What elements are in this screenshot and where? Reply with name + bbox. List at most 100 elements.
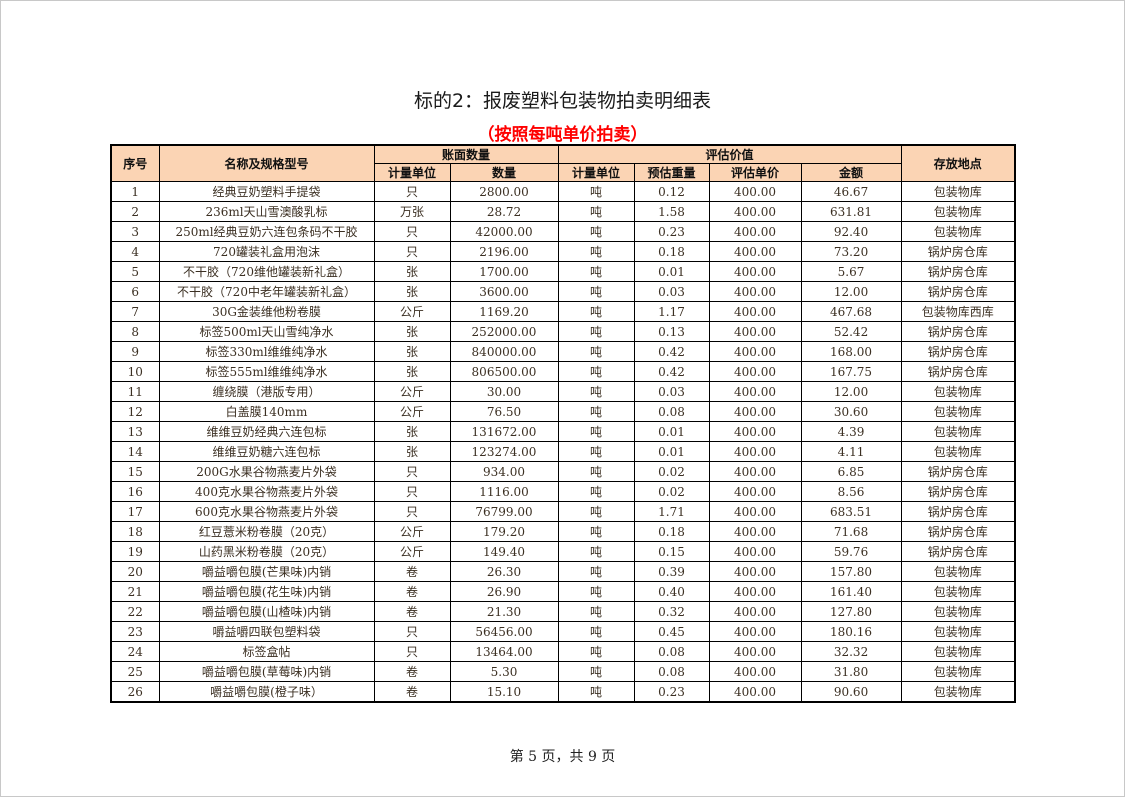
cell-eval-price: 400.00 (708, 601, 802, 622)
cell-eval-unit: 吨 (557, 181, 635, 202)
cell-book-unit: 张 (373, 321, 451, 342)
cell-eval-price: 400.00 (708, 281, 802, 302)
cell-eval-price: 400.00 (708, 301, 802, 322)
cell-eval-amount: 161.40 (800, 581, 902, 602)
cell-eval-price: 400.00 (708, 221, 802, 242)
cell-book-qty: 56456.00 (449, 621, 559, 642)
cell-book-unit: 张 (373, 361, 451, 382)
cell-eval-price: 400.00 (708, 421, 802, 442)
cell-eval-price: 400.00 (708, 241, 802, 262)
header-seq: 序号 (110, 144, 160, 182)
table-row: 14 维维豆奶糖六连包标张 123274.00 吨 0.01 400.00 4.11 包装物库 (110, 441, 1016, 462)
cell-book-qty: 2196.00 (449, 241, 559, 262)
cell-seq: 2 (110, 201, 160, 222)
header-name: 名称及规格型号 (158, 144, 375, 182)
cell-eval-price: 400.00 (708, 561, 802, 582)
table-row: 21 嚼益嚼包膜(花生味)内销卷 26.90 吨 0.40 400.00 161.40 包装物… (110, 581, 1016, 602)
cell-seq: 20 (110, 561, 160, 582)
cell-name: 200G水果谷物燕麦片外袋 (158, 461, 375, 482)
header-book-unit: 计量单位 (373, 163, 451, 182)
cell-eval-weight: 0.39 (633, 561, 710, 582)
header-book-qty: 数量 (449, 163, 559, 182)
cell-eval-unit: 吨 (557, 421, 635, 442)
cell-book-unit: 卷 (373, 661, 451, 682)
cell-eval-weight: 0.18 (633, 521, 710, 542)
cell-name: 红豆薏米粉卷膜（20克） (158, 521, 375, 542)
cell-eval-amount: 683.51 (800, 501, 902, 522)
cell-location: 锅炉房仓库 (900, 461, 1016, 482)
table-row: 25 嚼益嚼包膜(草莓味)内销卷 5.30 吨 0.08 400.00 31.80 包装物库 (110, 661, 1016, 682)
cell-book-qty: 21.30 (449, 601, 559, 622)
table-row: 3 250ml经典豆奶六连包条码不干胶只 42000.00 吨 0.23 400.00 92… (110, 221, 1016, 242)
cell-eval-weight: 0.18 (633, 241, 710, 262)
cell-eval-unit: 吨 (557, 301, 635, 322)
cell-eval-amount: 6.85 (800, 461, 902, 482)
cell-location: 包装物库 (900, 641, 1016, 662)
cell-eval-unit: 吨 (557, 521, 635, 542)
header-eval-unit: 计量单位 (557, 163, 635, 182)
cell-eval-unit: 吨 (557, 461, 635, 482)
cell-eval-unit: 吨 (557, 481, 635, 502)
cell-eval-amount: 30.60 (800, 401, 902, 422)
cell-eval-amount: 631.81 (800, 201, 902, 222)
cell-book-unit: 卷 (373, 681, 451, 703)
cell-name: 标签555ml维维纯净水 (158, 361, 375, 382)
cell-seq: 1 (110, 181, 160, 202)
cell-book-qty: 806500.00 (449, 361, 559, 382)
cell-name: 标签330ml维维纯净水 (158, 341, 375, 362)
cell-eval-amount: 4.11 (800, 441, 902, 462)
cell-location: 锅炉房仓库 (900, 261, 1016, 282)
cell-eval-weight: 0.01 (633, 261, 710, 282)
cell-eval-weight: 0.23 (633, 681, 710, 703)
cell-book-qty: 28.72 (449, 201, 559, 222)
cell-seq: 25 (110, 661, 160, 682)
cell-eval-weight: 0.32 (633, 601, 710, 622)
cell-eval-price: 400.00 (708, 401, 802, 422)
cell-eval-weight: 0.08 (633, 401, 710, 422)
cell-location: 包装物库 (900, 201, 1016, 222)
cell-eval-weight: 0.12 (633, 181, 710, 202)
cell-eval-weight: 0.42 (633, 361, 710, 382)
cell-name: 不干胶（720维他罐装新礼盒） (158, 261, 375, 282)
cell-book-qty: 840000.00 (449, 341, 559, 362)
cell-location: 包装物库 (900, 441, 1016, 462)
cell-seq: 10 (110, 361, 160, 382)
table-row: 23 嚼益嚼四联包塑料袋只 56456.00 吨 0.45 400.00 180.16 包装物… (110, 621, 1016, 642)
table-row: 7 30G金装维他粉卷膜 公斤 1169.20 吨 1.17 400.00 467.68 包装物… (110, 301, 1016, 322)
cell-eval-amount: 467.68 (800, 301, 902, 322)
cell-book-unit: 张 (373, 421, 451, 442)
cell-eval-price: 400.00 (708, 501, 802, 522)
cell-eval-unit: 吨 (557, 641, 635, 662)
header-eval-amount: 金额 (800, 163, 902, 182)
table-row: 4 720罐装礼盒用泡沫只 2196.00 吨 0.18 400.00 73.20 锅炉房仓库 (110, 241, 1016, 262)
cell-eval-unit: 吨 (557, 321, 635, 342)
cell-name: 标签盒帖 (158, 641, 375, 662)
cell-eval-unit: 吨 (557, 601, 635, 622)
cell-eval-weight: 1.71 (633, 501, 710, 522)
cell-book-qty: 1116.00 (449, 481, 559, 502)
table-row: 6 不干胶（720中老年罐装新礼盒）张 3600.00 吨 0.03 400.00 12.0… (110, 281, 1016, 302)
cell-seq: 6 (110, 281, 160, 302)
cell-book-qty: 149.40 (449, 541, 559, 562)
cell-book-unit: 只 (373, 501, 451, 522)
cell-book-qty: 30.00 (449, 381, 559, 402)
cell-eval-price: 400.00 (708, 621, 802, 642)
cell-location: 锅炉房仓库 (900, 481, 1016, 502)
cell-name: 白盖膜140mm (158, 401, 375, 422)
cell-eval-weight: 0.02 (633, 461, 710, 482)
cell-book-qty: 42000.00 (449, 221, 559, 242)
cell-eval-weight: 0.15 (633, 541, 710, 562)
cell-book-unit: 张 (373, 441, 451, 462)
cell-book-qty: 123274.00 (449, 441, 559, 462)
cell-eval-unit: 吨 (557, 661, 635, 682)
cell-location: 包装物库 (900, 581, 1016, 602)
cell-location: 锅炉房仓库 (900, 361, 1016, 382)
cell-eval-unit: 吨 (557, 241, 635, 262)
cell-location: 包装物库 (900, 661, 1016, 682)
cell-eval-weight: 0.03 (633, 281, 710, 302)
cell-location: 包装物库 (900, 401, 1016, 422)
cell-name: 维维豆奶经典六连包标 (158, 421, 375, 442)
cell-eval-price: 400.00 (708, 441, 802, 462)
table-row: 8 标签500ml天山雪纯净水张 252000.00 吨 0.13 400.00 52.42… (110, 321, 1016, 342)
cell-book-qty: 179.20 (449, 521, 559, 542)
